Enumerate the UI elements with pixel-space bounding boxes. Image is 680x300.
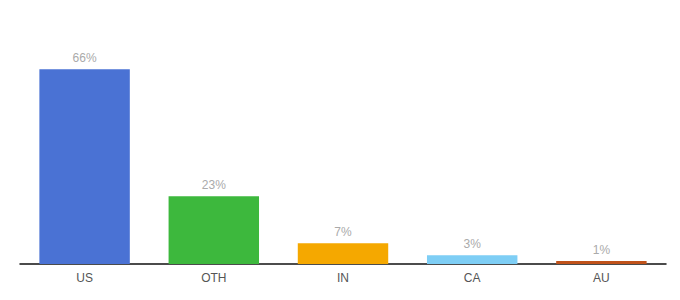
svg-text:US: US <box>76 271 93 285</box>
svg-text:IN: IN <box>337 271 349 285</box>
svg-text:23%: 23% <box>202 178 226 192</box>
svg-text:66%: 66% <box>73 51 97 65</box>
svg-text:1%: 1% <box>593 243 611 257</box>
svg-text:OTH: OTH <box>201 271 226 285</box>
svg-text:7%: 7% <box>334 225 352 239</box>
svg-text:AU: AU <box>593 271 610 285</box>
svg-text:CA: CA <box>464 271 481 285</box>
svg-text:3%: 3% <box>464 237 482 251</box>
